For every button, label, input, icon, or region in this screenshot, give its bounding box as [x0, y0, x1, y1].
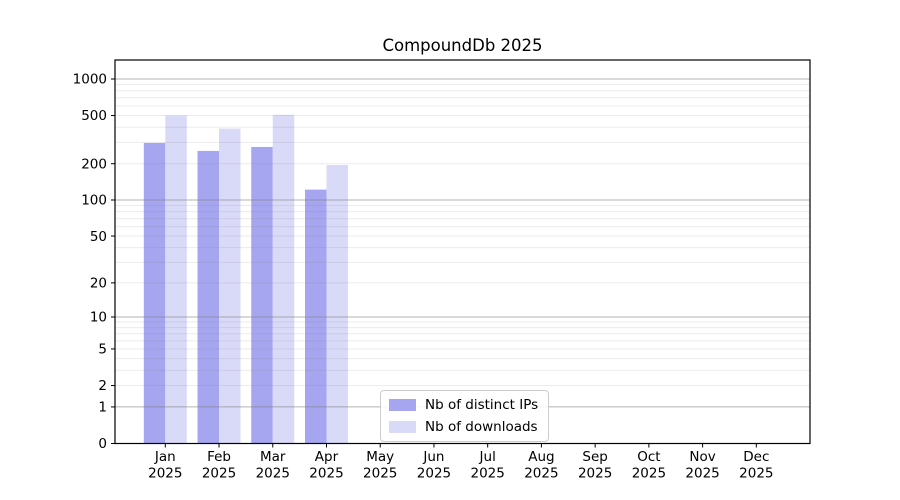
y-tick-label: 20 — [90, 276, 107, 292]
bar — [197, 150, 220, 444]
bars-distinct-ips — [143, 142, 327, 444]
x-tick-label: Aug — [528, 449, 554, 465]
y-tick-label: 5 — [98, 342, 107, 358]
x-tick-label: Apr — [315, 449, 339, 465]
x-tick-label: Sep — [582, 449, 607, 465]
legend-item-downloads: Nb of downloads — [389, 419, 538, 435]
x-tick-year-label: 2025 — [148, 466, 182, 482]
y-tick-label: 1000 — [73, 72, 107, 88]
x-tick-year-label: 2025 — [471, 466, 505, 482]
chart-title: CompoundDb 2025 — [382, 36, 543, 55]
x-tick-label: Feb — [207, 449, 231, 465]
legend-item-distinct-ips: Nb of distinct IPs — [389, 397, 538, 413]
x-tick-year-label: 2025 — [685, 466, 719, 482]
x-tick-year-label: 2025 — [202, 466, 236, 482]
bar — [165, 115, 187, 444]
x-tick-year-label: 2025 — [309, 466, 343, 482]
bars-downloads — [165, 114, 348, 444]
x-tick-year-label: 2025 — [256, 466, 290, 482]
bar — [272, 114, 295, 444]
x-tick-year-label: 2025 — [524, 466, 558, 482]
x-tick-label: Jul — [479, 449, 496, 465]
y-tick-label: 1 — [98, 400, 107, 416]
legend: Nb of distinct IPs Nb of downloads — [380, 390, 550, 442]
x-tick-label: Nov — [689, 449, 715, 465]
y-tick-label: 50 — [90, 229, 107, 245]
x-tick-year-label: 2025 — [363, 466, 397, 482]
x-tick-label: Oct — [637, 449, 660, 465]
x-axis: Jan2025Feb2025Mar2025Apr2025May2025Jun20… — [148, 443, 774, 482]
x-tick-year-label: 2025 — [417, 466, 451, 482]
legend-label-distinct-ips: Nb of distinct IPs — [425, 397, 539, 413]
y-tick-label: 500 — [81, 108, 107, 124]
x-tick-label: Mar — [260, 449, 286, 465]
bar — [326, 165, 348, 444]
plot-border — [114, 59, 811, 445]
x-tick-year-label: 2025 — [632, 466, 666, 482]
x-tick-label: Dec — [743, 449, 769, 465]
x-tick-year-label: 2025 — [739, 466, 773, 482]
bar — [143, 142, 166, 444]
y-tick-label: 10 — [90, 310, 107, 326]
y-tick-label: 100 — [81, 193, 107, 209]
bar — [251, 146, 273, 444]
y-tick-label: 2 — [98, 378, 107, 394]
x-tick-year-label: 2025 — [578, 466, 612, 482]
x-tick-label: Jun — [422, 449, 444, 465]
legend-swatch-downloads — [389, 421, 416, 433]
gridlines-minor — [115, 84, 810, 387]
y-tick-label: 200 — [81, 156, 107, 172]
legend-swatch-distinct-ips — [389, 399, 416, 411]
y-tick-label: 0 — [98, 436, 107, 452]
x-tick-label: May — [366, 449, 394, 465]
x-tick-label: Jan — [154, 449, 176, 465]
bar — [219, 128, 241, 444]
legend-label-downloads: Nb of downloads — [425, 419, 538, 435]
